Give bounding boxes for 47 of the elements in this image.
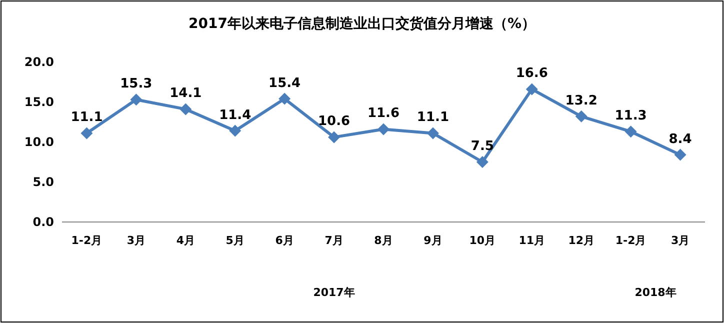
point bbox=[180, 103, 192, 116]
x-tick-label: 4月 bbox=[176, 234, 195, 247]
x-tick-label: 3月 bbox=[670, 234, 690, 247]
point bbox=[80, 127, 93, 140]
point bbox=[378, 123, 390, 136]
x-tick-label: 7月 bbox=[324, 234, 344, 247]
y-tick-label: 20.0 bbox=[24, 55, 54, 69]
data-label: 11.1 bbox=[70, 110, 103, 126]
data-label: 11.4 bbox=[219, 108, 252, 123]
point bbox=[624, 126, 637, 138]
point bbox=[278, 92, 291, 105]
data-label: 13.2 bbox=[565, 93, 598, 108]
y-tick-label: 5.0 bbox=[32, 175, 54, 189]
data-label: 11.6 bbox=[367, 106, 400, 122]
data-label: 8.4 bbox=[668, 132, 692, 147]
data-label: 16.6 bbox=[516, 66, 548, 82]
x-tick-label: 10月 bbox=[469, 234, 496, 247]
data-label: 14.1 bbox=[170, 86, 202, 102]
text: 2017年 bbox=[313, 286, 355, 299]
data-label: 15.4 bbox=[268, 76, 301, 91]
x-tick-label: 1-2月 bbox=[71, 234, 102, 247]
point bbox=[328, 131, 340, 144]
y-tick-label: 10.0 bbox=[24, 135, 54, 149]
data-label: 10.6 bbox=[318, 114, 350, 130]
x-tick-label: 6月 bbox=[275, 234, 294, 247]
x-tick-label: 8月 bbox=[374, 234, 393, 247]
x-tick-label: 1-2月 bbox=[615, 234, 646, 247]
point bbox=[476, 156, 488, 168]
y-tick-label: 0.0 bbox=[32, 215, 54, 229]
data-label: 11.1 bbox=[416, 110, 449, 126]
point bbox=[526, 83, 538, 96]
text: 2018年 bbox=[634, 286, 676, 299]
point bbox=[426, 127, 439, 140]
point bbox=[130, 94, 142, 106]
x-tick-label: 5月 bbox=[226, 234, 244, 247]
data-label: 7.5 bbox=[470, 139, 494, 154]
point bbox=[575, 110, 588, 122]
x-tick-label: 9月 bbox=[424, 234, 442, 247]
chart-title: 2017年以来电子信息制造业出口交货值分月增速（%） bbox=[188, 15, 536, 32]
y-tick-label: 15.0 bbox=[24, 95, 54, 109]
data-label: 15.3 bbox=[120, 76, 152, 92]
x-tick-label: 11月 bbox=[518, 234, 546, 247]
x-tick-label: 3月 bbox=[126, 234, 146, 247]
point bbox=[674, 148, 686, 161]
x-tick-label: 12月 bbox=[568, 234, 594, 247]
point bbox=[229, 124, 242, 137]
data-label: 11.3 bbox=[614, 108, 647, 124]
